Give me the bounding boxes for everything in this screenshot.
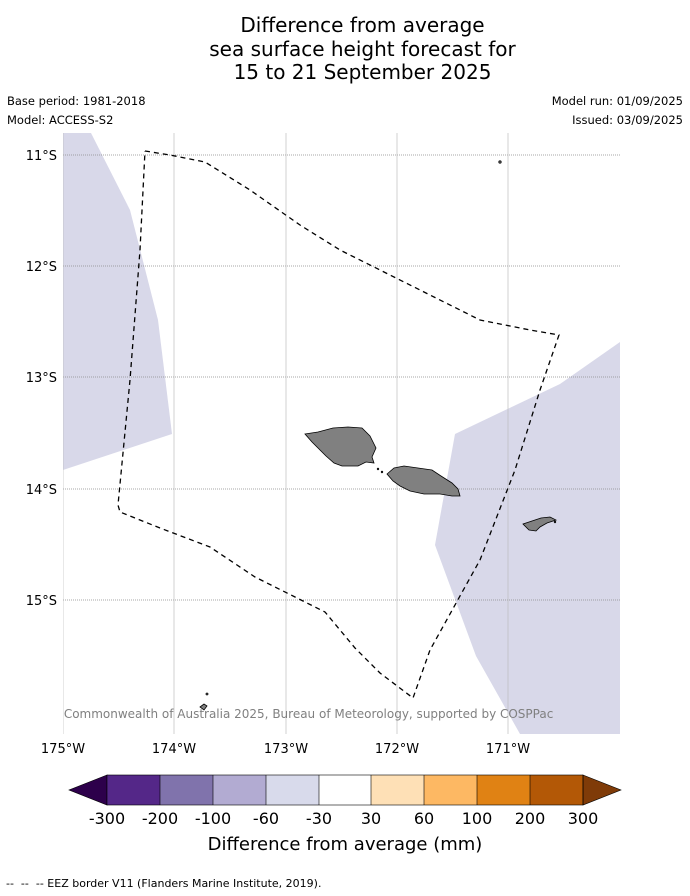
- map-plot-area: © Commonwealth of Australia 2025, Bureau…: [48, 133, 620, 734]
- eez-footnote: -- -- -- EEZ border V11 (Flanders Marine…: [6, 877, 322, 890]
- small-island-sw: [199, 703, 208, 711]
- islet-between-2: [380, 470, 384, 474]
- land: [199, 160, 558, 711]
- colorbar-segment: [477, 775, 530, 805]
- colorbar-segment: [319, 775, 371, 805]
- savaii-island: [304, 426, 377, 467]
- title-line-1: Difference from average: [240, 13, 485, 37]
- colorbar-segment: [266, 775, 319, 805]
- lon-label: 172°W: [375, 742, 419, 757]
- lon-label: 175°W: [41, 742, 85, 757]
- lon-labels: 175°W 174°W 173°W 172°W 171°W: [41, 742, 530, 757]
- colorbar-tick: -100: [195, 809, 231, 828]
- colorbar-label: Difference from average (mm): [208, 834, 483, 855]
- base-period-text: Base period: 1981-2018: [7, 94, 146, 108]
- colorbar-segment: [160, 775, 213, 805]
- colorbar-tick: 60: [414, 809, 434, 828]
- colorbar-segment: [213, 775, 266, 805]
- upolu-island: [386, 465, 461, 497]
- lat-label: 11°S: [26, 149, 57, 164]
- colorbar-extend-high: [582, 774, 622, 806]
- anomaly-region-west: [63, 133, 172, 470]
- lat-label: 14°S: [26, 483, 57, 498]
- colorbar-segment: [424, 775, 477, 805]
- title-line-3: 15 to 21 September 2025: [233, 60, 492, 84]
- issued-text: Issued: 03/09/2025: [572, 113, 683, 127]
- lon-label: 173°W: [264, 742, 308, 757]
- colorbar-segment: [371, 775, 424, 805]
- eez-border: [117, 150, 560, 700]
- colorbar-tick: -60: [253, 809, 279, 828]
- title-line-2: sea surface height forecast for: [209, 36, 516, 61]
- colorbar: -300 -200 -100 -60 -30 30 60 100 200 300…: [68, 774, 622, 855]
- islet-between-1: [376, 467, 380, 471]
- anomaly-region-east: [435, 342, 620, 734]
- colorbar-tick: -30: [306, 809, 332, 828]
- forecast-map: © Commonwealth of Australia 2025, Bureau…: [26, 133, 622, 855]
- tutuila-island: [522, 516, 558, 532]
- colorbar-segment: [107, 775, 160, 805]
- meta-right: Model run: 01/09/2025 Issued: 03/09/2025: [552, 94, 683, 132]
- gridlines: [63, 133, 620, 734]
- lat-labels: 11°S 12°S 13°S 14°S 15°S: [26, 149, 57, 609]
- colorbar-tick: -200: [142, 809, 178, 828]
- islet-sw: [205, 692, 209, 696]
- lon-label: 174°W: [152, 742, 196, 757]
- model-run-text: Model run: 01/09/2025: [551, 94, 683, 108]
- meta-left: Base period: 1981-2018 Model: ACCESS-S2: [7, 94, 146, 132]
- copyright-text: © Commonwealth of Australia 2025, Bureau…: [48, 707, 553, 721]
- colorbar-tick: 300: [568, 809, 599, 828]
- lat-label: 15°S: [26, 594, 57, 609]
- lat-label: 12°S: [26, 260, 57, 275]
- colorbar-ticks: -300 -200 -100 -60 -30 30 60 100 200 300: [89, 809, 598, 828]
- colorbar-extend-low: [68, 774, 108, 806]
- colorbar-tick: -300: [89, 809, 125, 828]
- colorbar-tick: 200: [515, 809, 546, 828]
- islet-tutuila: [553, 520, 557, 524]
- islet-north: [498, 160, 502, 164]
- lon-label: 171°W: [486, 742, 530, 757]
- model-text: Model: ACCESS-S2: [7, 113, 114, 127]
- colorbar-tick: 30: [361, 809, 381, 828]
- lat-label: 13°S: [26, 371, 57, 386]
- map-title: Difference from average sea surface heig…: [0, 13, 690, 85]
- colorbar-segment: [530, 775, 583, 805]
- colorbar-separators: [106, 774, 584, 806]
- colorbar-tick: 100: [462, 809, 493, 828]
